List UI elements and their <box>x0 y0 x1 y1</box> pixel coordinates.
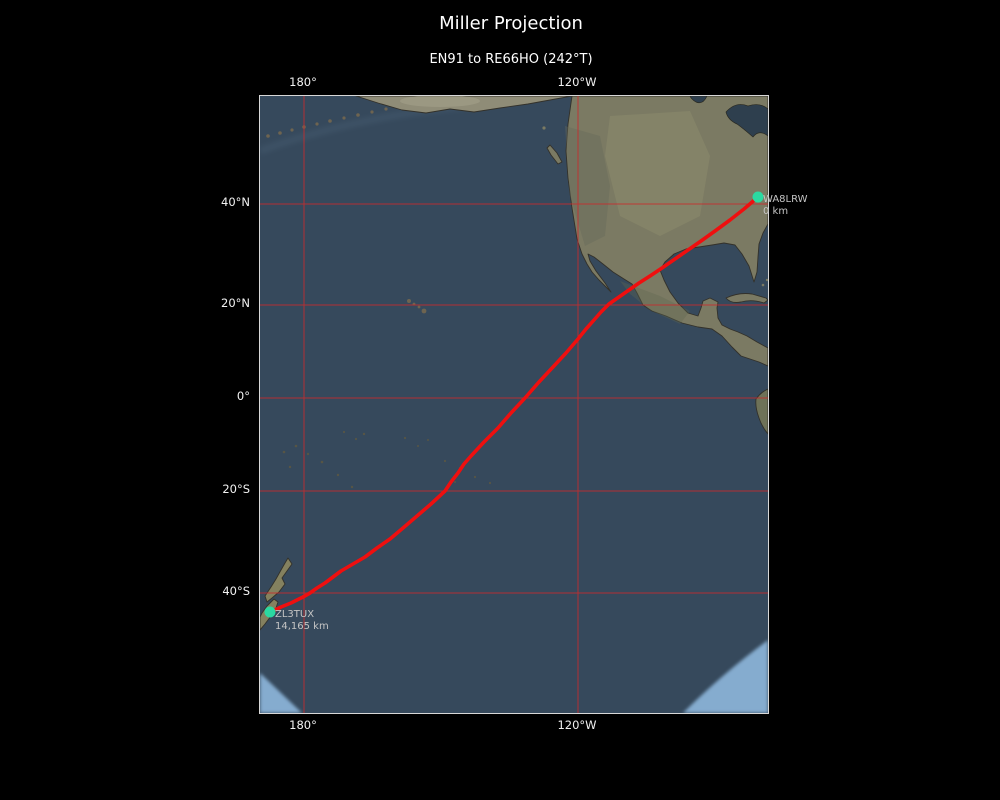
map-clip-area <box>260 96 768 713</box>
land-haida-gwaii <box>542 126 546 130</box>
tick-label-left: 0° <box>236 389 250 403</box>
route-path <box>268 195 760 615</box>
graticule <box>260 96 768 713</box>
marker-callsign: ZL3TUX <box>275 609 315 620</box>
endpoint-markers <box>264 191 764 618</box>
hawaiian-islands <box>407 299 427 314</box>
tick-label-bottom: 120°W <box>557 718 597 732</box>
land-cuba <box>725 293 768 304</box>
marker-dot-zl3tux <box>264 606 276 618</box>
terrain-shading <box>565 111 710 324</box>
bahamas-islands <box>761 278 768 287</box>
land-south-america <box>755 388 768 435</box>
marker-distance: 14,165 km <box>275 621 329 632</box>
marker-callsign: WA8LRW <box>763 194 808 205</box>
aleutian-islands <box>266 107 388 138</box>
tick-label-bottom: 180° <box>289 718 317 732</box>
tick-label-left: 40°S <box>222 584 250 598</box>
land-layer <box>260 96 768 631</box>
marker-distance: 0 km <box>763 206 789 217</box>
tick-label-top: 180° <box>289 75 317 89</box>
marker-dot-wa8lrw <box>752 191 764 203</box>
tick-label-left: 20°S <box>222 482 250 496</box>
land-vancouver-island <box>546 144 563 165</box>
map-axes <box>259 95 769 714</box>
plot-title: Miller Projection <box>439 13 583 34</box>
small-islands <box>282 430 492 489</box>
land-nz-north-island <box>264 557 293 603</box>
map-svg <box>260 96 768 713</box>
tick-label-left: 40°N <box>221 195 250 209</box>
marker-label-zl3tux: ZL3TUX 14,165 km <box>275 609 329 633</box>
land-alaska-highlight <box>400 96 480 107</box>
marker-label-wa8lrw: WA8LRW 0 km <box>763 194 808 218</box>
tick-label-left: 20°N <box>221 296 250 310</box>
great-lakes <box>689 96 768 138</box>
land-north-america <box>565 96 768 367</box>
plot-subtitle: EN91 to RE66HO (242°T) <box>429 52 593 67</box>
tick-label-top: 120°W <box>557 75 597 89</box>
